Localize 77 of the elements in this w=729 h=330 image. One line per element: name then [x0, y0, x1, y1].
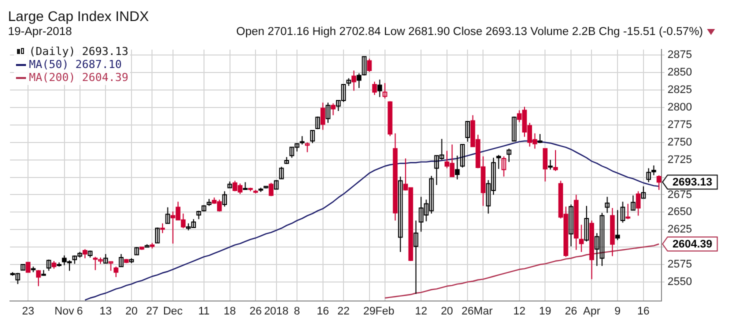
candlestick — [604, 196, 610, 214]
y-tick-label: 2650 — [668, 206, 692, 218]
candlestick — [274, 180, 279, 190]
candlestick — [315, 116, 320, 130]
x-tick-label: 19 — [539, 305, 552, 318]
candlestick — [501, 156, 506, 178]
chart-title: Large Cap Index INDX — [8, 8, 149, 24]
text: 2693.13 — [672, 176, 712, 189]
x-tick-label: 16 — [637, 305, 650, 318]
data-label: 2604.39 — [672, 238, 712, 251]
candlestick — [222, 190, 227, 208]
x-tick-label: 16 — [316, 305, 329, 318]
candlestick — [165, 206, 170, 224]
candlestick — [118, 254, 124, 268]
candlestick — [279, 166, 284, 180]
candlestick — [465, 120, 470, 142]
candlestick — [620, 201, 626, 224]
y-tick-label: 2675 — [668, 188, 692, 201]
y-tick-label: 2800 — [668, 102, 692, 114]
x-tick-label: 9 — [614, 305, 621, 318]
candlestick — [548, 159, 553, 170]
y-tick-label: 2550 — [668, 276, 692, 288]
candlestick — [310, 130, 315, 144]
candlestick — [46, 259, 52, 272]
x-tick-label: 29 — [363, 305, 376, 318]
x-tick-label: 12 — [414, 305, 428, 318]
x-tick-label: Dec — [163, 305, 184, 318]
y-tick-label: 2750 — [668, 136, 692, 148]
candlestick — [103, 254, 108, 264]
candlestick — [584, 205, 589, 242]
candlestick — [646, 168, 651, 183]
x-tick-label: 20 — [125, 305, 138, 318]
y-tick-label: 2575 — [668, 258, 692, 271]
y-tick-label: 2775 — [668, 118, 692, 131]
candlestick — [108, 261, 114, 272]
text: (Daily) 2693.13 — [29, 45, 128, 58]
x-tick-label: 18 — [224, 305, 236, 318]
y-tick-label: 2825 — [668, 84, 692, 96]
x-tick-label: Apr — [583, 305, 601, 318]
y-tick-label: 2850 — [668, 66, 692, 79]
candlestick — [382, 82, 388, 99]
candlestick — [568, 204, 574, 247]
candlestick — [414, 220, 418, 294]
x-tick-label: 20 — [440, 305, 454, 318]
x-tick-label: 26 — [249, 305, 262, 318]
x-tick-label: 13 — [100, 305, 112, 318]
candlestick — [155, 227, 160, 244]
x-tick-label: 26 — [564, 305, 578, 318]
candlestick — [630, 194, 636, 211]
x-tick-label: Feb — [375, 305, 394, 318]
x-tick-label: 27 — [146, 305, 158, 318]
y-tick-label: 2725 — [668, 154, 692, 166]
x-tick-label: 26 — [461, 305, 474, 318]
x-tick-label: 12 — [513, 305, 526, 318]
legend-label: MA(200) 2604.39 — [29, 71, 128, 84]
candlestick — [326, 102, 330, 124]
y-tick-label: 2875 — [668, 49, 692, 62]
x-tick-label: 22 — [337, 305, 350, 318]
x-tick-label: 8 — [294, 305, 300, 318]
x-tick-label: 6 — [76, 305, 83, 318]
candlestick — [398, 176, 403, 252]
chart-subtitle: 19-Apr-2018 — [8, 25, 72, 40]
candlestick — [304, 142, 310, 153]
legend-label: MA(50) 2687.10 — [29, 58, 122, 71]
candlestick — [512, 116, 517, 142]
candlestick — [506, 148, 512, 162]
text: Open 2701.16 High 2702.84 Low 2681.90 Close 2693.13 Volume 2.2B Chg -15.51 (-0.57%) — [236, 26, 703, 38]
candlestick — [538, 134, 542, 144]
y-tick-label: 2625 — [668, 224, 692, 236]
x-tick-label: 23 — [22, 305, 34, 318]
candlestick — [460, 144, 465, 168]
x-tick-label: 11 — [198, 305, 210, 318]
x-tick-label: Nov — [54, 305, 75, 318]
candlestick — [362, 56, 367, 76]
x-tick-label: 2018 — [264, 305, 289, 318]
candlestick — [641, 186, 646, 199]
x-tick-label: Mar — [474, 305, 493, 318]
